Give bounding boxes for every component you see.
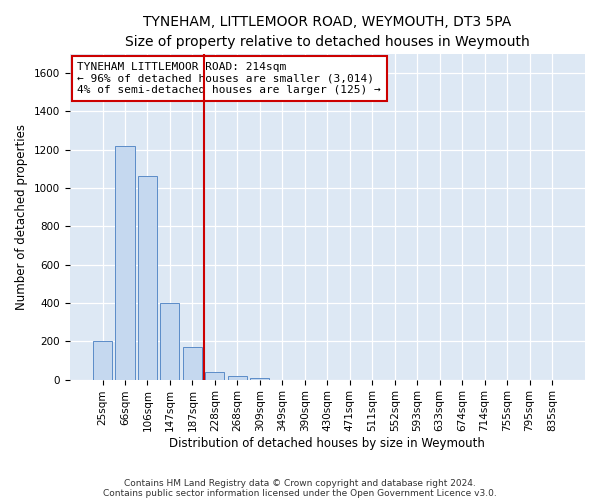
Text: Contains HM Land Registry data © Crown copyright and database right 2024.: Contains HM Land Registry data © Crown c… [124, 478, 476, 488]
Text: Contains public sector information licensed under the Open Government Licence v3: Contains public sector information licen… [103, 488, 497, 498]
Title: TYNEHAM, LITTLEMOOR ROAD, WEYMOUTH, DT3 5PA
Size of property relative to detache: TYNEHAM, LITTLEMOOR ROAD, WEYMOUTH, DT3 … [125, 15, 530, 48]
Bar [93, 342, 112, 380]
Bar [205, 372, 224, 380]
Bar [115, 146, 134, 380]
Bar [138, 176, 157, 380]
X-axis label: Distribution of detached houses by size in Weymouth: Distribution of detached houses by size … [169, 437, 485, 450]
Bar [160, 303, 179, 380]
Bar [183, 347, 202, 380]
Text: TYNEHAM LITTLEMOOR ROAD: 214sqm
← 96% of detached houses are smaller (3,014)
4% : TYNEHAM LITTLEMOOR ROAD: 214sqm ← 96% of… [77, 62, 381, 95]
Y-axis label: Number of detached properties: Number of detached properties [15, 124, 28, 310]
Bar [250, 378, 269, 380]
Bar [228, 376, 247, 380]
